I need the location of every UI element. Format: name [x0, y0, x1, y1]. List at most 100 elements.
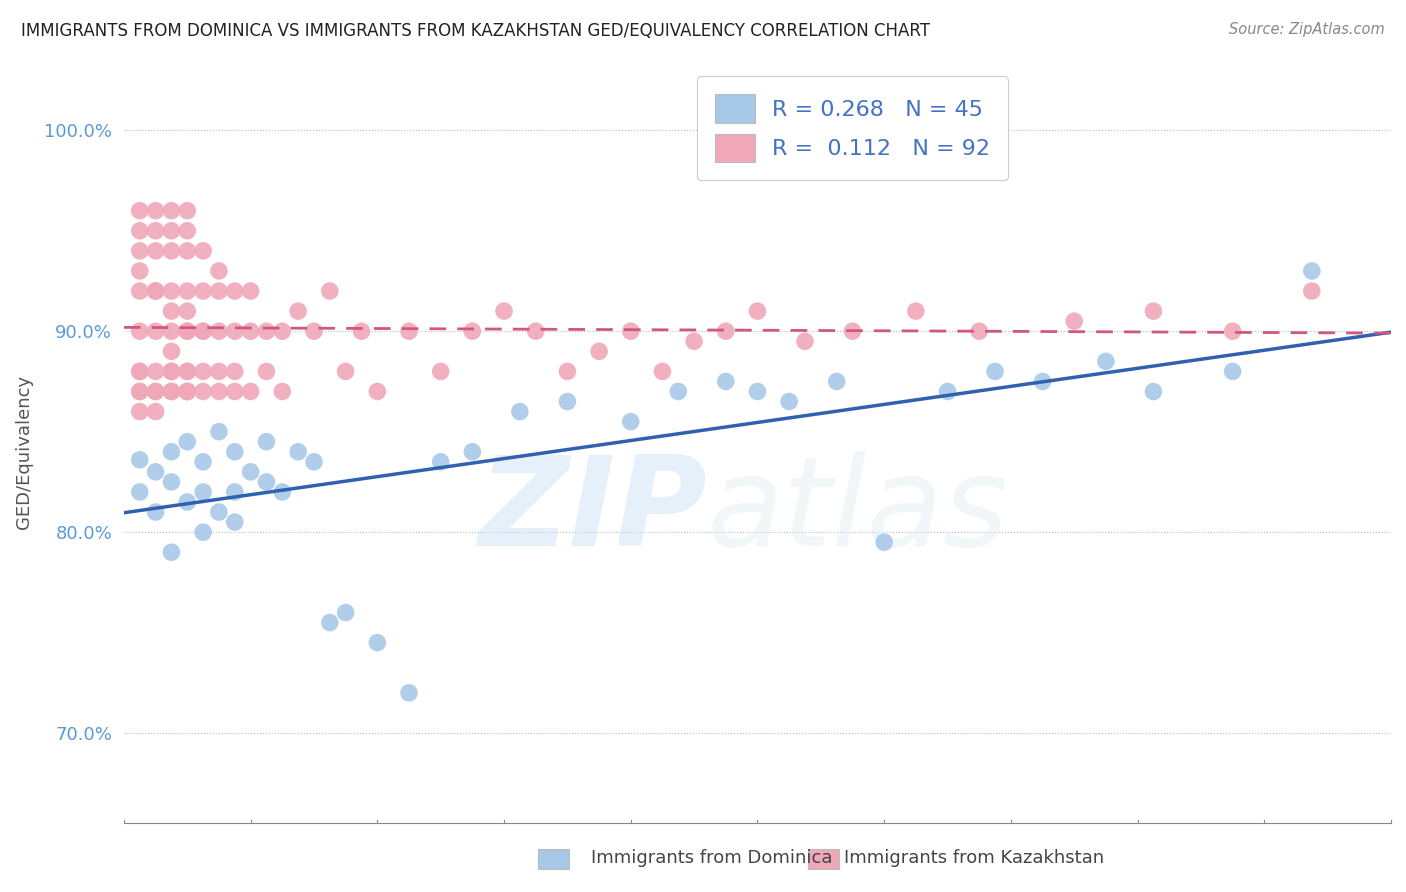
Legend: R = 0.268   N = 45, R =  0.112   N = 92: R = 0.268 N = 45, R = 0.112 N = 92 — [697, 77, 1008, 180]
Point — [904, 304, 927, 318]
Point — [191, 525, 214, 540]
Point — [160, 384, 183, 399]
Point — [287, 304, 309, 318]
Point — [191, 364, 214, 378]
Point — [160, 224, 183, 238]
Point — [208, 505, 231, 519]
Point — [287, 444, 309, 458]
Point — [651, 364, 673, 378]
Point — [271, 485, 294, 500]
Point — [461, 324, 484, 338]
Point — [366, 384, 388, 399]
Point — [128, 404, 150, 418]
Point — [128, 203, 150, 218]
Point — [984, 364, 1007, 378]
Point — [128, 452, 150, 467]
Text: ZIP: ZIP — [478, 450, 707, 572]
Point — [302, 324, 325, 338]
Point — [1032, 375, 1054, 389]
Point — [256, 324, 278, 338]
Point — [588, 344, 610, 359]
Point — [1142, 304, 1164, 318]
Point — [524, 324, 547, 338]
Point — [128, 264, 150, 278]
Point — [160, 244, 183, 258]
Point — [128, 224, 150, 238]
Point — [666, 384, 689, 399]
Text: Immigrants from Dominica: Immigrants from Dominica — [591, 849, 832, 867]
Point — [429, 364, 451, 378]
Point — [176, 434, 198, 449]
Point — [176, 364, 198, 378]
Point — [256, 364, 278, 378]
Point — [224, 324, 246, 338]
Point — [145, 203, 167, 218]
Point — [714, 324, 737, 338]
Point — [145, 505, 167, 519]
Point — [145, 244, 167, 258]
Point — [429, 455, 451, 469]
Bar — [538, 849, 569, 869]
Point — [302, 455, 325, 469]
Point — [239, 284, 262, 298]
Point — [128, 244, 150, 258]
Point — [350, 324, 373, 338]
Point — [160, 203, 183, 218]
Point — [191, 244, 214, 258]
Point — [160, 344, 183, 359]
Point — [145, 384, 167, 399]
Point — [208, 425, 231, 439]
Point — [1301, 284, 1323, 298]
Point — [224, 515, 246, 529]
Point — [509, 404, 531, 418]
Point — [256, 475, 278, 489]
Point — [128, 485, 150, 500]
Point — [256, 434, 278, 449]
Point — [208, 324, 231, 338]
Point — [319, 615, 342, 630]
Point — [335, 364, 357, 378]
Point — [176, 324, 198, 338]
Point — [224, 485, 246, 500]
Point — [936, 384, 959, 399]
Point — [160, 475, 183, 489]
Point — [224, 284, 246, 298]
Point — [271, 384, 294, 399]
Point — [160, 545, 183, 559]
Point — [557, 394, 579, 409]
Text: Source: ZipAtlas.com: Source: ZipAtlas.com — [1229, 22, 1385, 37]
Point — [1301, 264, 1323, 278]
Point — [778, 394, 800, 409]
Point — [176, 384, 198, 399]
Point — [841, 324, 863, 338]
Point — [160, 384, 183, 399]
Point — [176, 203, 198, 218]
Point — [145, 324, 167, 338]
Point — [128, 364, 150, 378]
Point — [335, 606, 357, 620]
Point — [747, 384, 769, 399]
Point — [128, 284, 150, 298]
Point — [191, 324, 214, 338]
Point — [176, 324, 198, 338]
Point — [747, 304, 769, 318]
Point — [191, 384, 214, 399]
Point — [208, 364, 231, 378]
Point — [620, 324, 643, 338]
Point — [208, 384, 231, 399]
Point — [1222, 324, 1244, 338]
Point — [191, 324, 214, 338]
Point — [967, 324, 990, 338]
Point — [224, 364, 246, 378]
Point — [714, 375, 737, 389]
Point — [160, 364, 183, 378]
Point — [557, 364, 579, 378]
Point — [224, 444, 246, 458]
Point — [145, 284, 167, 298]
Point — [492, 304, 515, 318]
Point — [1063, 314, 1085, 328]
Point — [176, 304, 198, 318]
Point — [176, 384, 198, 399]
Point — [873, 535, 896, 549]
Point — [145, 384, 167, 399]
